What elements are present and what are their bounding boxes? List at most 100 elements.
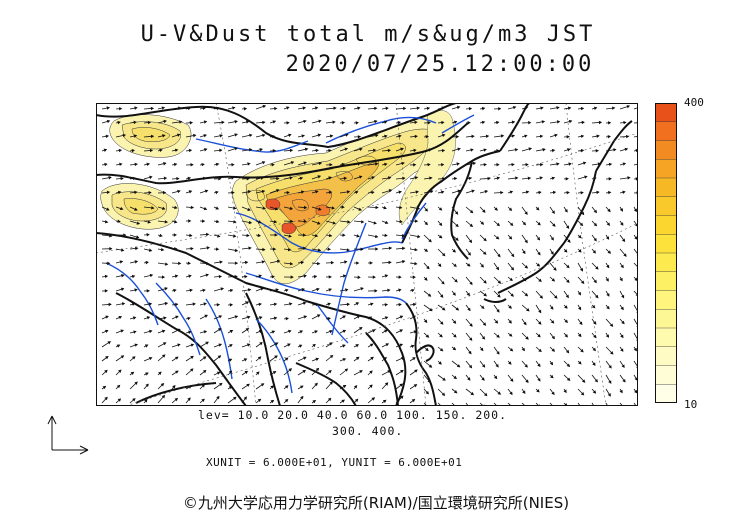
wind-arrow-head: [622, 162, 627, 166]
wind-arrow-head: [217, 355, 222, 359]
wind-arrow-head: [410, 344, 415, 348]
wind-arrow-head: [551, 176, 556, 180]
wind-arrow-head: [468, 106, 473, 111]
wind-arrow-head: [270, 385, 274, 389]
wind-arrow-head: [116, 384, 121, 389]
wind-arrow-head: [260, 383, 265, 387]
wind-arrow-head: [229, 330, 234, 334]
wind-arrow-head: [373, 221, 377, 225]
wind-arrow-head: [424, 248, 429, 252]
wind-arrow-head: [423, 319, 428, 324]
wind-arrow-head: [160, 383, 165, 387]
wind-arrow-head: [581, 120, 585, 125]
wind-arrow-head: [275, 288, 280, 292]
wind-arrow-head: [108, 302, 112, 307]
wind-arrow-head: [593, 237, 597, 242]
wind-arrow-head: [358, 327, 363, 331]
wind-arrow-head: [607, 121, 612, 125]
wind-arrow-head: [274, 342, 279, 346]
wind-arrow-head: [371, 176, 375, 180]
wind-arrow-head: [597, 162, 602, 166]
wind-arrow-head: [607, 208, 611, 213]
wind-arrow-head: [515, 176, 519, 180]
wind-arrow-head: [177, 328, 181, 332]
wind-arrow-head: [272, 120, 277, 124]
wind-arrow: [633, 304, 638, 313]
wind-arrow-head: [382, 399, 387, 404]
wind-arrow-head: [537, 222, 541, 226]
wind-arrow-head: [387, 288, 391, 293]
wind-arrow-head: [271, 163, 275, 167]
wind-arrow-head: [354, 190, 359, 195]
wind-arrow-head: [271, 134, 276, 139]
wind-arrow-head: [456, 105, 461, 110]
wind-arrow-head: [412, 357, 416, 361]
wind-arrow-head: [578, 234, 582, 239]
wind-arrow-head: [248, 220, 253, 225]
wind-arrow-head: [271, 275, 275, 279]
wind-arrow-head: [457, 189, 461, 193]
wind-arrow-head: [303, 161, 307, 165]
wind-arrow-head: [162, 190, 167, 195]
wind-arrow-head: [596, 134, 600, 138]
wind-arrow-head: [177, 189, 181, 194]
wind-arrow-head: [425, 347, 429, 352]
wind-arrow-head: [539, 295, 543, 299]
wind-arrow-head: [496, 222, 500, 227]
wind-arrow-head: [123, 233, 127, 237]
wind-arrow-head: [608, 177, 612, 181]
wind-arrow-head: [594, 378, 598, 383]
wind-arrow-head: [318, 161, 323, 166]
wind-arrow-head: [247, 207, 251, 211]
wind-arrow-head: [206, 261, 210, 266]
color-scale-cell: [655, 290, 677, 310]
wind-arrow-head: [243, 107, 248, 111]
wind-arrow-head: [387, 370, 391, 374]
wind-arrow-head: [178, 106, 182, 110]
wind-arrow-head: [412, 275, 416, 279]
wind-arrow-head: [257, 233, 262, 238]
wind-arrow-head: [413, 148, 417, 153]
wind-arrow-head: [315, 148, 319, 153]
wind-arrow-head: [584, 175, 588, 179]
wind-arrow-head: [424, 208, 428, 212]
wind-arrow-head: [598, 120, 603, 125]
wind-arrow-head: [369, 261, 373, 265]
wind-arrow-head: [327, 317, 331, 321]
wind-arrow-head: [510, 293, 514, 297]
wind-arrow-head: [130, 371, 135, 375]
wind-arrow-head: [262, 133, 266, 138]
wind-arrow-head: [258, 302, 262, 307]
wind-arrow-head: [105, 356, 109, 360]
wind-arrow-head: [131, 149, 135, 153]
wind-arrow-head: [203, 302, 207, 306]
wind-arrow-head: [299, 176, 304, 181]
wind-arrow-head: [523, 321, 527, 326]
wind-arrow-head: [414, 120, 418, 125]
wind-arrow-head: [132, 398, 136, 402]
wind-arrow-head: [384, 316, 389, 320]
wind-arrow-head: [610, 351, 614, 355]
wind-arrow-head: [201, 398, 205, 402]
wind-arrow-head: [328, 369, 332, 374]
wind-arrow-head: [608, 190, 612, 195]
wind-arrow-head: [174, 148, 179, 152]
color-scale-cell: [655, 159, 677, 179]
wind-arrow-head: [415, 190, 419, 194]
wind-arrow-head: [246, 383, 250, 387]
wind-arrow-head: [437, 263, 442, 268]
wind-arrow: [619, 402, 624, 406]
wind-arrow-head: [360, 287, 364, 291]
wind-arrow-head: [247, 288, 252, 292]
wind-arrow-head: [244, 274, 248, 279]
color-scale-bar: [655, 103, 677, 403]
wind-arrow-head: [398, 288, 402, 292]
wind-arrow-head: [496, 163, 500, 167]
wind-arrow-head: [327, 247, 331, 251]
wind-arrow-head: [161, 394, 166, 399]
wind-arrow-head: [374, 119, 378, 124]
wind-arrow-head: [173, 288, 177, 293]
wind-arrow-head: [290, 275, 294, 279]
wind-arrow-head: [580, 348, 584, 353]
wind-arrow-head: [343, 176, 348, 181]
